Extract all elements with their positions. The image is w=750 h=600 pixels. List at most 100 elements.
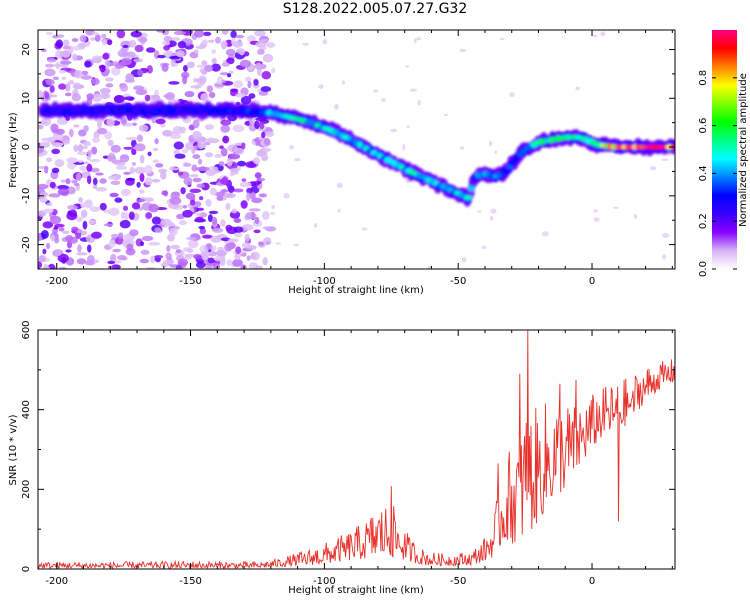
spectrogram-cell	[154, 227, 162, 233]
spectrogram-cell	[153, 255, 164, 259]
spectrogram-cell	[166, 233, 176, 242]
spectrogram-cell	[62, 45, 71, 50]
spectrogram-cell	[241, 142, 246, 150]
spectrogram-cell	[202, 31, 212, 36]
spectrogram-cell	[249, 191, 256, 200]
spectrogram-cell	[42, 266, 50, 269]
spectrogram-cell	[152, 159, 160, 164]
spectrogram-cell	[184, 256, 192, 260]
spectrogram-cell	[193, 30, 205, 38]
spectrogram-cell	[40, 48, 47, 53]
spectrogram-cell	[139, 173, 145, 182]
spectrogram-cell	[38, 255, 46, 263]
spectrogram-cell	[77, 144, 84, 153]
spectrogram-cell	[220, 147, 228, 157]
spectrogram-cell	[40, 230, 49, 239]
spectrogram-cell	[84, 161, 89, 165]
spectrogram-cell	[173, 30, 186, 36]
spectrogram-cell	[45, 63, 55, 68]
spectrogram-cell	[201, 234, 213, 239]
spectrogram-cell	[426, 265, 432, 269]
spectrogram-cell	[266, 42, 276, 48]
spectrogram-cell	[125, 177, 136, 181]
spectrogram-cell	[110, 180, 121, 186]
spectrogram-cell	[129, 166, 135, 174]
spectrogram-cell	[459, 48, 467, 53]
spectrogram-cell	[245, 76, 252, 83]
snr-y-ticks: 0 200 400 600	[21, 320, 675, 572]
spectrogram-y-tick-label: -10	[21, 188, 32, 204]
spectrogram-cell	[104, 77, 114, 82]
spectrogram-cell	[155, 163, 164, 168]
spectrogram-y-axis-label: Frequency (Hz)	[8, 112, 19, 188]
snr-panel: -200 -150 -100 -50 0 0 200 400 600 Height of st…	[8, 320, 676, 596]
spectrogram-cell	[109, 192, 119, 198]
spectrogram-cell	[53, 226, 59, 230]
spectrogram-cell	[82, 141, 91, 147]
spectrogram-cell	[124, 212, 129, 221]
spectrogram-y-tick-label: 20	[21, 43, 32, 56]
spectrogram-cell	[271, 67, 276, 74]
spectrogram-cell	[161, 190, 168, 196]
spectrogram-cell	[177, 258, 189, 267]
spectrogram-cell	[182, 205, 187, 209]
spectrogram-cell	[219, 72, 229, 76]
spectrogram-cell	[116, 30, 126, 39]
spectrogram-cell	[44, 165, 49, 174]
spectrogram-cell	[145, 212, 153, 219]
spectrogram-cell	[137, 69, 144, 76]
colorbar: 0.0 0.2 0.4 0.6 0.8 Normalized spectral ampl…	[698, 30, 749, 277]
spectrogram-cell	[169, 196, 182, 205]
spectrogram-cell	[109, 176, 117, 180]
spectrogram-cell	[99, 202, 107, 211]
spectrogram-cell	[254, 120, 260, 130]
spectrogram-cell	[71, 38, 79, 42]
spectrogram-cell	[283, 192, 290, 199]
spectrogram-cell	[65, 249, 72, 253]
spectrogram-cell	[91, 93, 103, 103]
spectrogram-cell	[224, 243, 233, 252]
spectrogram-cell	[237, 160, 247, 167]
spectrogram-cell	[152, 147, 159, 152]
spectrogram-x-tick-label: 0	[589, 276, 595, 287]
spectrogram-cell	[232, 124, 245, 133]
spectrogram-cell	[151, 178, 161, 183]
spectrogram-cell	[260, 38, 269, 43]
spectrogram-cell	[86, 163, 93, 172]
spectrogram-cell	[104, 131, 112, 140]
spectrogram-cell	[45, 79, 55, 86]
spectrogram-cell	[96, 127, 108, 135]
spectrogram-cell	[593, 209, 598, 213]
spectrogram-cell	[207, 257, 215, 264]
spectrogram-cell	[107, 39, 113, 46]
spectrogram-cell	[68, 80, 75, 85]
spectrogram-cell	[245, 161, 257, 168]
spectrogram-cell	[219, 178, 228, 185]
spectrogram-cell	[613, 206, 619, 209]
spectrogram-cell	[122, 205, 129, 211]
spectrogram-cell	[111, 264, 121, 269]
spectrogram-cell	[88, 219, 96, 225]
snr-y-tick-label: 400	[21, 400, 32, 419]
spectrogram-cell	[183, 162, 192, 167]
spectrogram-cell	[91, 77, 100, 86]
spectrogram-cell	[123, 171, 131, 175]
spectrogram-x-tick-label: -150	[179, 276, 202, 287]
spectrogram-cell	[132, 122, 137, 126]
spectrogram-cell	[139, 154, 145, 164]
spectrogram-cell	[80, 209, 88, 219]
spectrogram-cell	[182, 209, 193, 218]
spectrogram-cell	[42, 248, 47, 255]
spectrogram-cell	[233, 188, 244, 193]
spectrogram-cell	[175, 264, 183, 269]
spectrogram-cell	[459, 146, 465, 150]
spectrogram-cell	[417, 99, 421, 106]
spectrogram-cell	[220, 124, 231, 133]
spectrogram-cell	[661, 158, 669, 161]
spectrogram-cell	[38, 147, 44, 154]
spectrogram-cell	[215, 36, 221, 44]
spectrogram-cell	[234, 232, 243, 238]
spectrogram-cell	[45, 31, 53, 36]
spectrogram-cell	[214, 191, 226, 197]
spectrogram-cell	[81, 70, 89, 76]
